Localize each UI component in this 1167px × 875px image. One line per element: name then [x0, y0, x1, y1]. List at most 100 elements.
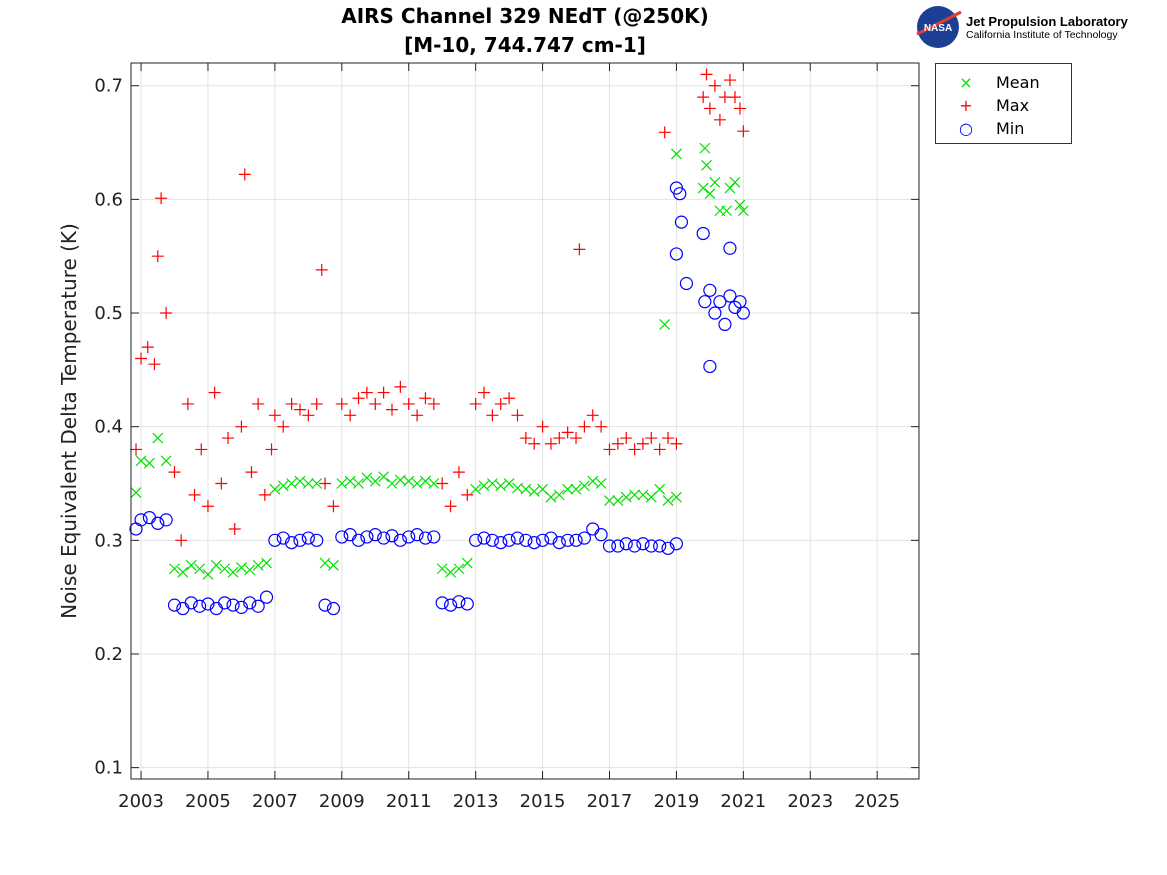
min-point — [151, 516, 165, 530]
mean-point — [662, 495, 674, 506]
max-point — [628, 443, 641, 456]
mean-point — [478, 480, 490, 492]
mean-point — [578, 480, 590, 492]
max-point — [310, 397, 323, 410]
max-point — [536, 420, 549, 433]
y-tick-label: 0.7 — [94, 76, 123, 97]
min-point — [611, 539, 625, 553]
max-point — [436, 477, 449, 490]
mean-point — [428, 478, 440, 489]
max-point — [737, 125, 750, 138]
max-point — [238, 168, 251, 181]
mean-point — [336, 478, 348, 489]
mean-point — [620, 491, 632, 503]
mean-point — [386, 478, 398, 489]
min-point — [452, 595, 466, 609]
x-tick-label: 2009 — [319, 791, 365, 812]
circle-marker-icon: ○ — [959, 118, 973, 138]
max-point — [461, 488, 474, 501]
max-point — [222, 432, 235, 445]
min-point — [644, 539, 658, 553]
mean-point — [595, 478, 607, 489]
x-tick-label: 2013 — [453, 791, 499, 812]
y-tick-label: 0.1 — [94, 758, 123, 779]
min-point — [510, 531, 525, 545]
mean-point — [277, 480, 289, 492]
x-tick-label: 2023 — [787, 791, 833, 812]
max-point — [188, 488, 201, 501]
mean-point — [734, 199, 746, 211]
x-tick-label: 2025 — [854, 791, 900, 812]
max-point — [181, 397, 194, 410]
min-point — [318, 598, 332, 612]
max-point — [151, 250, 164, 263]
min-point — [519, 533, 533, 547]
mean-point — [210, 559, 222, 571]
min-point — [402, 530, 416, 544]
max-point — [319, 477, 332, 490]
min-point — [552, 536, 566, 550]
jpl-logo: NASA Jet Propulsion Laboratory Californi… — [913, 4, 1128, 50]
max-point — [561, 426, 574, 439]
mean-point — [553, 489, 565, 501]
max-point — [277, 420, 290, 433]
min-point — [184, 596, 198, 610]
max-point — [141, 341, 154, 354]
max-point — [344, 409, 357, 422]
max-point — [402, 397, 415, 410]
max-point — [733, 102, 746, 115]
mean-point — [737, 205, 749, 217]
mean-point — [160, 455, 172, 467]
max-point — [252, 397, 265, 410]
max-point — [544, 437, 557, 450]
legend-label: Max — [996, 95, 1030, 115]
max-point — [394, 380, 407, 393]
mean-point — [486, 478, 498, 489]
max-point — [285, 397, 298, 410]
mean-point — [570, 483, 582, 495]
mean-point — [344, 475, 356, 487]
max-point — [697, 91, 710, 104]
mean-point — [436, 563, 448, 575]
max-point — [160, 307, 173, 320]
mean-point — [403, 475, 415, 487]
mean-point — [302, 478, 314, 489]
max-point — [723, 74, 736, 87]
max-point — [315, 263, 328, 276]
min-point — [661, 541, 675, 555]
min-point — [669, 247, 684, 261]
max-point — [352, 392, 365, 405]
plot-frame — [130, 62, 920, 780]
min-point — [723, 241, 737, 255]
legend-label: Mean — [996, 72, 1040, 92]
min-point — [718, 317, 732, 331]
mean-point — [470, 483, 482, 495]
mean-point — [319, 557, 331, 569]
max-point — [175, 534, 188, 547]
min-point — [703, 359, 717, 374]
mean-point — [729, 176, 741, 188]
mean-point — [520, 483, 532, 495]
max-point — [148, 358, 161, 371]
y-tick-label: 0.2 — [94, 644, 123, 665]
max-point — [235, 420, 248, 433]
mean-point — [194, 563, 206, 575]
y-tick-label: 0.4 — [94, 417, 123, 438]
min-point — [310, 533, 324, 547]
x-tick-label: 2003 — [118, 791, 164, 812]
chart-title: AIRS Channel 329 NEdT (@250K) [M-10, 744… — [131, 2, 919, 60]
mean-point — [545, 491, 557, 503]
max-point — [268, 409, 281, 422]
min-point — [619, 537, 633, 551]
mean-point — [587, 475, 599, 487]
min-point — [167, 598, 182, 612]
mean-point — [219, 563, 231, 575]
max-point — [369, 397, 382, 410]
mean-point — [701, 159, 712, 171]
mean-point — [709, 176, 721, 188]
mean-point — [461, 557, 473, 569]
max-point — [302, 409, 315, 422]
min-point — [696, 226, 710, 241]
min-point — [410, 528, 424, 542]
min-point — [385, 529, 399, 543]
